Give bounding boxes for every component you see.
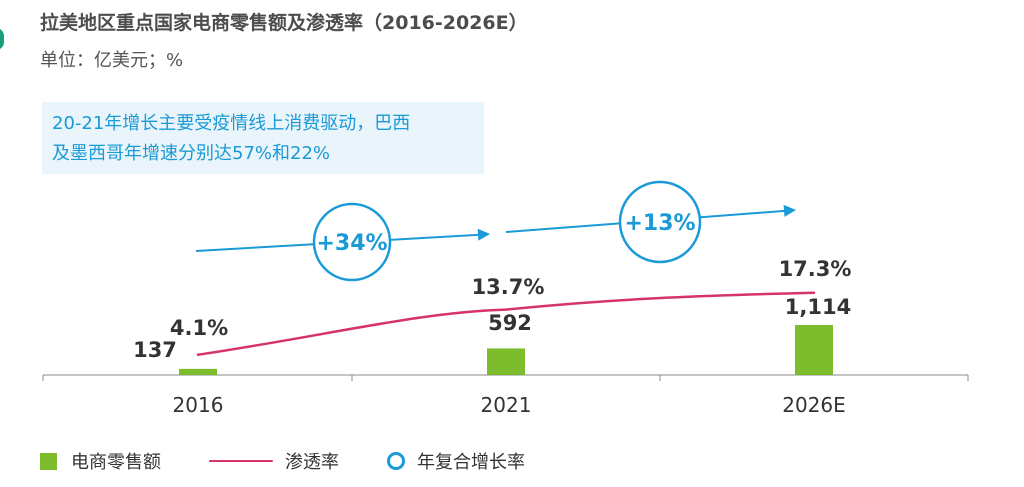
callout-line-1: 20-21年增长主要受疫情线上消费驱动，巴西 <box>52 113 411 134</box>
x-tick-label-2016: 2016 <box>173 393 224 417</box>
legend-item-bar: 电商零售额 <box>40 448 161 474</box>
unit-label: 单位：亿美元；% <box>40 50 184 71</box>
side-accent-mark <box>0 28 4 50</box>
legend-cagr-label: 年复合增长率 <box>417 452 525 473</box>
x-tick-label-2026E: 2026E <box>782 393 846 417</box>
bar-value-label-2026E: 1,114 <box>785 295 851 319</box>
cagr-label-1: +13% <box>624 211 695 236</box>
chart-legend: 电商零售额 渗透率 年复合增长率 <box>40 446 573 476</box>
penetration-line <box>196 291 816 356</box>
legend-item-cagr: 年复合增长率 <box>387 448 525 474</box>
legend-bar-swatch <box>40 452 57 470</box>
legend-line-swatch <box>209 459 273 463</box>
cagr-circle-1 <box>618 180 702 264</box>
legend-bar-label: 电商零售额 <box>71 452 161 473</box>
bar-value-label-2016: 137 <box>133 338 177 362</box>
callout-box: 20-21年增长主要受疫情线上消费驱动，巴西 及墨西哥年增速分别达57%和22% <box>42 102 484 174</box>
legend-line-label: 渗透率 <box>285 452 339 473</box>
bar-value-label-2021: 592 <box>488 311 532 335</box>
bar-2026E <box>795 325 833 375</box>
penetration-label-2026E: 17.3% <box>779 257 852 281</box>
x-tick-label-2021: 2021 <box>481 393 532 417</box>
penetration-label-2016: 4.1% <box>170 316 228 340</box>
legend-circle-icon <box>387 452 405 470</box>
bar-2021 <box>487 348 525 375</box>
cagr-arrowhead-1 <box>783 204 796 217</box>
bar-2016 <box>179 368 217 375</box>
cagr-circle-0 <box>312 202 392 282</box>
callout-line-2: 及墨西哥年增速分别达57%和22% <box>52 143 331 164</box>
chart-title: 拉美地区重点国家电商零售额及渗透率（2016-2026E） <box>40 12 528 34</box>
cagr-arrowhead-0 <box>477 228 490 241</box>
cagr-label-0: +34% <box>316 231 387 256</box>
penetration-label-2021: 13.7% <box>472 275 545 299</box>
legend-item-line: 渗透率 <box>209 448 339 474</box>
